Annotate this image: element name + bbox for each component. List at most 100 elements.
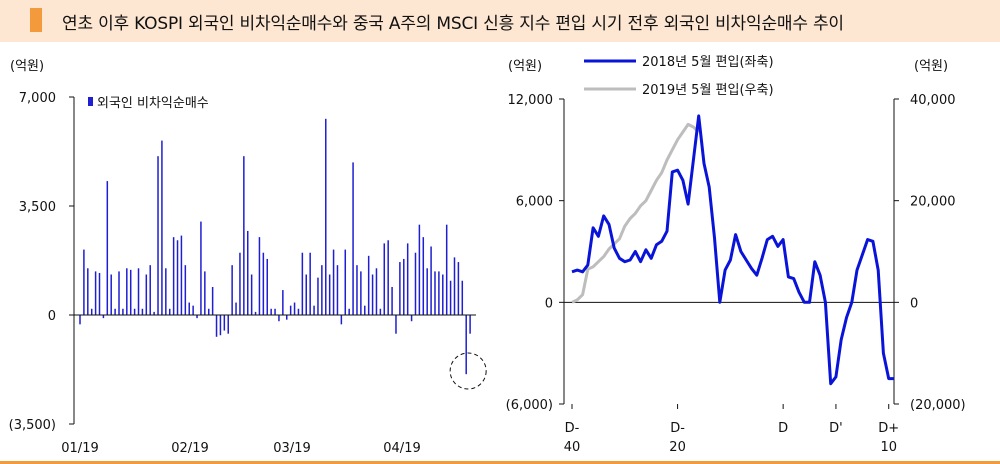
bar: [250, 274, 253, 315]
bar: [305, 274, 308, 315]
bar: [340, 315, 343, 325]
bar: [278, 315, 280, 322]
bar: [118, 271, 120, 315]
bar: [395, 315, 397, 334]
bar: [262, 252, 265, 315]
bar: [176, 240, 179, 315]
right-left-y-tick-label: (6,000): [506, 398, 553, 413]
left-x-tick-label: 02/19: [171, 441, 208, 456]
bar: [352, 162, 354, 315]
bar: [286, 315, 288, 320]
bar: [215, 315, 218, 337]
bar: [246, 230, 249, 315]
bar: [223, 315, 226, 331]
bar: [172, 237, 175, 315]
bar: [270, 308, 272, 315]
bar: [336, 265, 339, 315]
bar: [239, 252, 241, 315]
bar: [313, 305, 315, 315]
bar: [406, 243, 409, 315]
left-unit-label: (억원): [10, 59, 44, 74]
series-2018-line: [571, 114, 894, 386]
bar: [235, 302, 237, 315]
bar: [391, 286, 393, 315]
page-title: 연초 이후 KOSPI 외국인 비차익순매수와 중국 A주의 MSCI 신흥 지…: [62, 14, 844, 34]
title-accent-mark: [30, 8, 42, 32]
bar: [375, 268, 378, 315]
right-x-tick-label: D-: [565, 421, 580, 436]
right-x-tick-label: 40: [564, 440, 581, 455]
bar: [129, 269, 132, 315]
bar: [426, 268, 428, 315]
left-x-tick-label: 03/19: [273, 441, 310, 456]
left-y-tick-label: 0: [48, 309, 56, 324]
bar: [301, 252, 304, 315]
title-bar: 연초 이후 KOSPI 외국인 비차익순매수와 중국 A주의 MSCI 신흥 지…: [0, 0, 1000, 42]
bar: [293, 302, 296, 315]
bar: [371, 274, 374, 315]
bar: [410, 315, 413, 322]
bar: [196, 315, 198, 319]
bar: [383, 243, 386, 315]
bar: [254, 311, 257, 315]
legend-label: 외국인 비차익순매수: [97, 96, 209, 111]
bar: [461, 280, 464, 315]
bar: [367, 255, 370, 315]
bar: [414, 252, 417, 315]
bar: [457, 262, 460, 315]
bar: [356, 265, 358, 315]
legend-2019-label: 2019년 5월 편입(우축): [642, 83, 774, 98]
right-x-tick-label: 20: [669, 440, 686, 455]
right-x-tick-label: 10: [880, 440, 897, 455]
right-x-tick-label: D: [778, 421, 788, 436]
legend-swatch: [88, 97, 93, 106]
left-y-tick-label: 7,000: [19, 91, 56, 106]
bar: [403, 258, 405, 315]
bar: [137, 268, 140, 315]
bar: [289, 305, 292, 315]
bar: [231, 265, 233, 315]
left-x-tick-label: 04/19: [383, 441, 420, 456]
bar: [90, 308, 93, 315]
right-x-tick-label: D+: [878, 421, 899, 436]
bar: [348, 308, 350, 315]
bar: [258, 237, 261, 315]
bar: [204, 271, 206, 315]
bar: [379, 308, 382, 315]
bar: [418, 224, 421, 315]
bar: [94, 271, 97, 315]
bar: [449, 280, 452, 315]
bar: [469, 315, 471, 334]
highlight-circle: [449, 352, 487, 390]
bar: [102, 315, 105, 319]
bar: [219, 315, 222, 336]
bottom-rule: [0, 461, 1000, 464]
left-y-tick-label: (3,500): [9, 418, 56, 433]
bar: [153, 311, 155, 315]
bar: [114, 308, 116, 315]
bar: [133, 308, 136, 315]
bar: [442, 274, 444, 315]
right-x-tick-label: D-: [670, 421, 685, 436]
bar: [227, 315, 229, 334]
bar: [321, 265, 323, 315]
bar: [168, 308, 171, 315]
right-left-y-tick-label: 6,000: [516, 195, 553, 210]
bar: [364, 305, 366, 315]
bar: [192, 305, 194, 315]
right-right-y-tick-label: 0: [910, 296, 918, 311]
bar: [157, 156, 159, 315]
bar: [188, 302, 190, 315]
right-line-chart: (억원) (억원) 12,000 6,000 0 (6,000) 40,000 20,000 0…: [506, 55, 966, 455]
bar: [243, 156, 245, 315]
bar: [211, 286, 214, 315]
legend-2018-label: 2018년 5월 편입(좌축): [642, 55, 774, 70]
bar: [149, 265, 151, 315]
bar: [106, 181, 109, 315]
bar: [332, 249, 335, 315]
bar: [83, 249, 85, 315]
left-x-tick-label: 01/19: [61, 441, 98, 456]
bar: [360, 271, 362, 315]
